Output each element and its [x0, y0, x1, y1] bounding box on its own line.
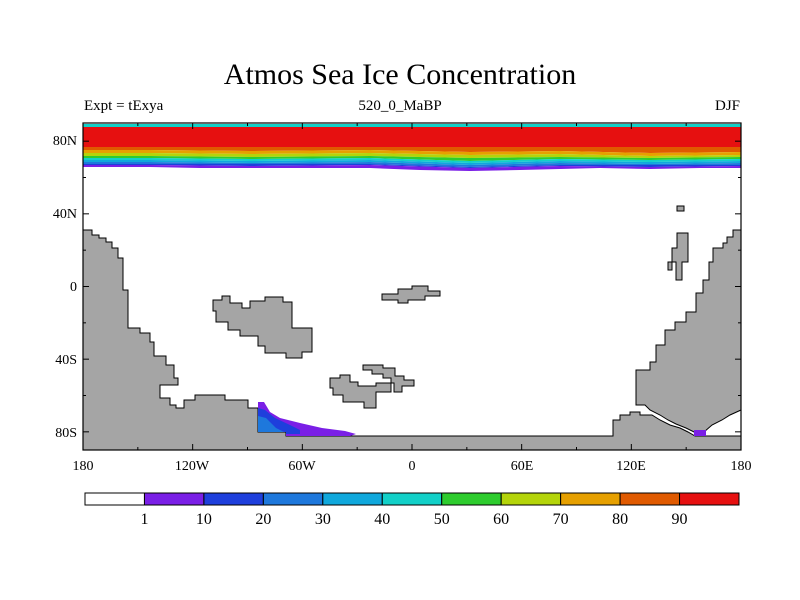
lon-label-180w: 180: [73, 459, 94, 474]
map-panel: [82, 122, 742, 451]
colorbar-label: 1: [140, 511, 148, 528]
lon-label-60W: 60W: [288, 459, 316, 474]
land-island-a: [212, 295, 313, 359]
colorbar-label: 50: [434, 511, 450, 528]
antarctic-sea-ice: [258, 402, 706, 436]
land-east-islet: [676, 205, 685, 212]
lon-label-120W: 120W: [175, 459, 210, 474]
colorbar-swatch: [441, 492, 502, 506]
lat-label-40N: 40N: [53, 207, 77, 222]
colorbar-label: 10: [196, 511, 212, 528]
lat-axis-labels: 80N 40N 0 40S 80S: [53, 134, 77, 441]
time-label: 520_0_MaBP: [358, 98, 442, 114]
experiment-label: Expt = tExya: [84, 98, 164, 114]
lat-label-0: 0: [70, 280, 77, 295]
lat-label-80N: 80N: [53, 134, 77, 149]
lon-label-120E: 120E: [616, 459, 646, 474]
colorbar-swatch: [262, 492, 324, 506]
land-east-island: [667, 232, 689, 281]
colorbar-label: 20: [255, 511, 271, 528]
colorbar-swatch: [560, 492, 621, 506]
colorbar: 1 10 20 30 40 50 60 70 80 90: [84, 492, 740, 528]
lat-label-40S: 40S: [55, 353, 77, 368]
colorbar-label: 70: [553, 511, 569, 528]
lon-label-180e: 180: [731, 459, 752, 474]
colorbar-swatch: [381, 492, 443, 506]
colorbar-label: 60: [493, 511, 509, 528]
colorbar-swatch: [203, 492, 264, 506]
lon-label-60E: 60E: [511, 459, 534, 474]
colorbar-label: 30: [315, 511, 331, 528]
land-east-continent: [635, 229, 742, 433]
colorbar-label: 80: [612, 511, 628, 528]
map-title: Atmos Sea Ice Concentration: [223, 58, 577, 91]
colorbar-label: 40: [374, 511, 390, 528]
lon-axis-labels: 180 120W 60W 0 60E 120E 180: [73, 459, 752, 474]
lon-label-0: 0: [409, 459, 416, 474]
colorbar-swatch: [500, 492, 562, 506]
colorbar-swatch: [322, 492, 383, 506]
land-island-c: [329, 364, 415, 409]
colorbar-swatch: [619, 492, 681, 506]
colorbar-swatch: [143, 492, 205, 506]
colorbar-swatch: [679, 492, 740, 506]
land-west-continent: [82, 229, 742, 451]
axis-ticks: [82, 123, 742, 450]
arctic-sea-ice: [83, 124, 741, 171]
land-island-b: [381, 285, 441, 304]
season-label: DJF: [714, 98, 740, 114]
lat-label-80S: 80S: [55, 426, 77, 441]
colorbar-swatch: [84, 492, 145, 506]
colorbar-label: 90: [672, 511, 688, 528]
land-masses: [82, 205, 742, 451]
